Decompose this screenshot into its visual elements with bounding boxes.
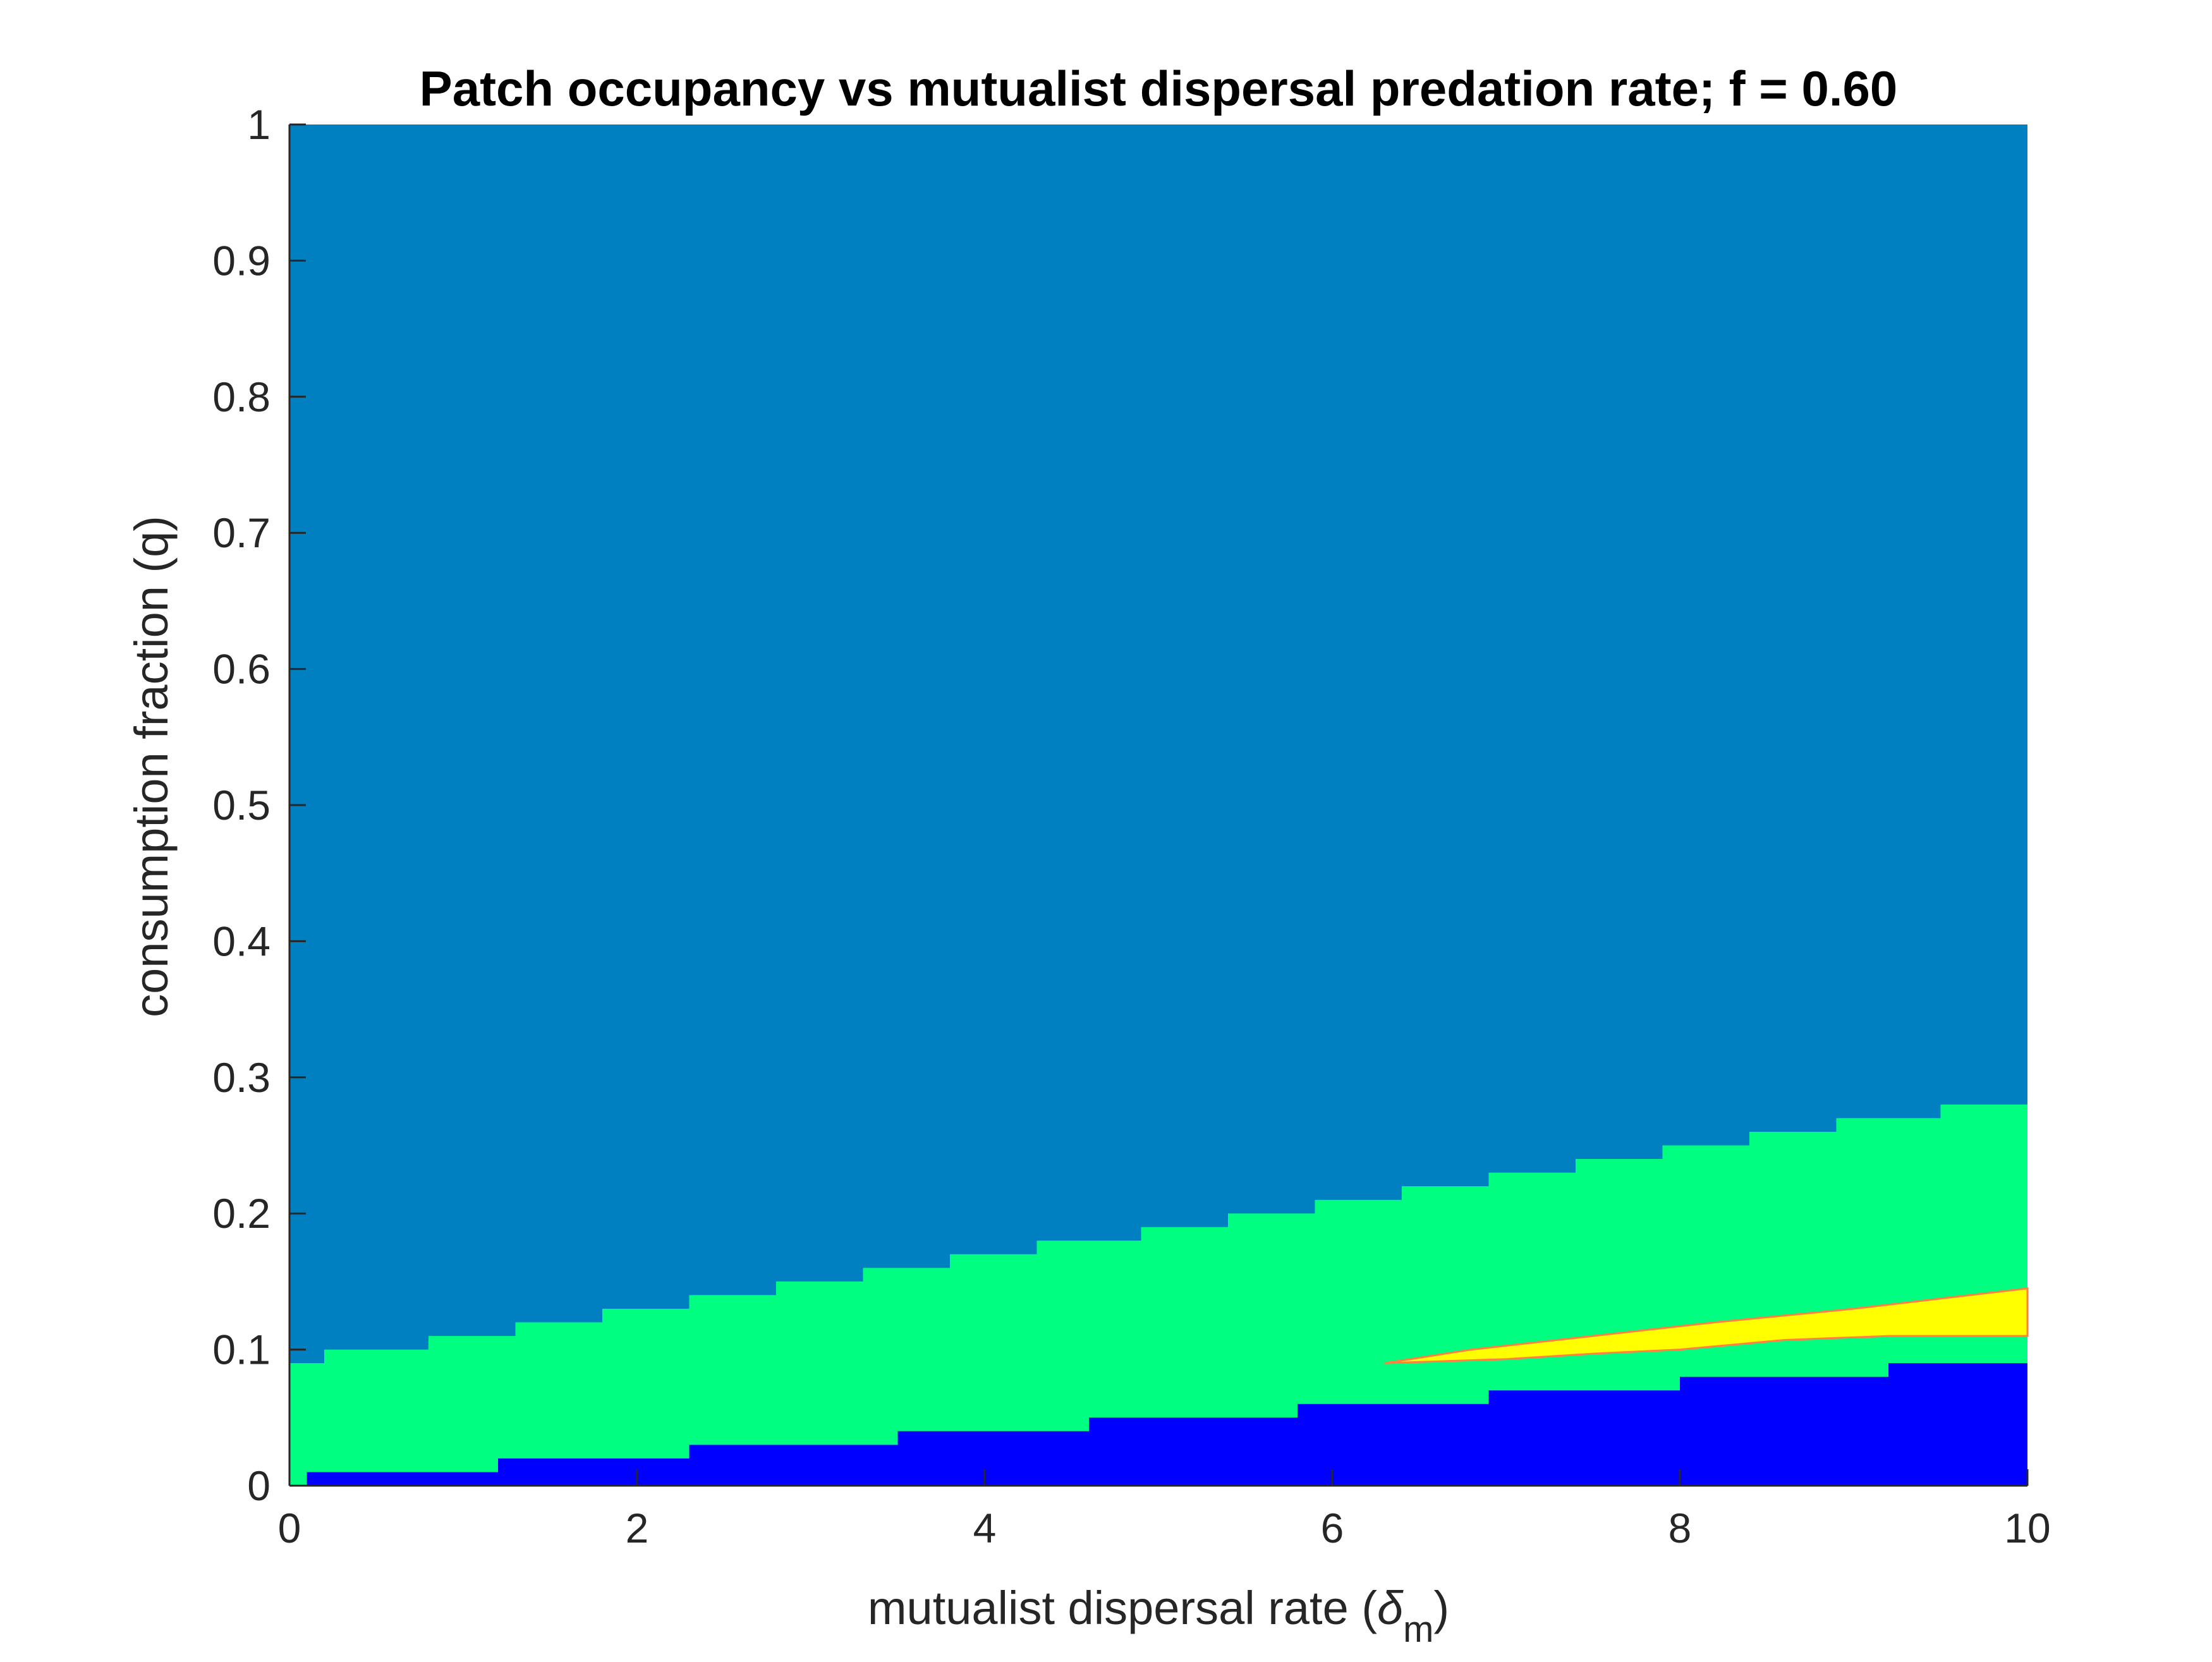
x-tick-label: 10	[2004, 1505, 2050, 1551]
x-tick-label: 4	[973, 1505, 997, 1551]
y-tick-label: 0.9	[212, 237, 270, 284]
plot-area	[289, 124, 2029, 1486]
lower-region	[289, 1363, 2027, 1486]
x-tick-label: 2	[626, 1505, 649, 1551]
x-axis-label-close: )	[1433, 1582, 1449, 1634]
y-axis-label: consumption fraction (q)	[125, 516, 178, 1017]
x-axis-label-text: mutualist dispersal rate (	[868, 1582, 1377, 1634]
y-tick-label: 0	[247, 1462, 270, 1509]
x-axis-label-subscript: m	[1403, 1609, 1433, 1650]
chart-title: Patch occupancy vs mutualist dispersal p…	[420, 61, 1898, 116]
y-tick-label: 0.1	[212, 1326, 270, 1373]
y-tick-label: 0.8	[212, 373, 270, 420]
axes: 0 2 4 6 8 10 0 0.1 0.2 0.3 0.4 0.5 0.6 0.7 0.8 0.9 1	[212, 101, 2050, 1551]
y-tick-label: 0.6	[212, 646, 270, 693]
y-tick-label: 0.5	[212, 782, 270, 828]
y-tick-label: 0.4	[212, 918, 270, 964]
y-tick-label: 0.7	[212, 509, 270, 556]
wedge-region	[1384, 1287, 2029, 1364]
y-tick-label: 0.3	[212, 1054, 270, 1101]
x-tick-label: 8	[1668, 1505, 1692, 1551]
x-tick-label: 6	[1321, 1505, 1344, 1551]
y-tick-label: 1	[247, 101, 270, 148]
x-tick-label: 0	[278, 1505, 301, 1551]
x-axis-label: mutualist dispersal rate (δm)	[868, 1582, 1449, 1650]
y-tick-label: 0.2	[212, 1190, 270, 1237]
x-axis-label-symbol: δ	[1377, 1582, 1404, 1634]
